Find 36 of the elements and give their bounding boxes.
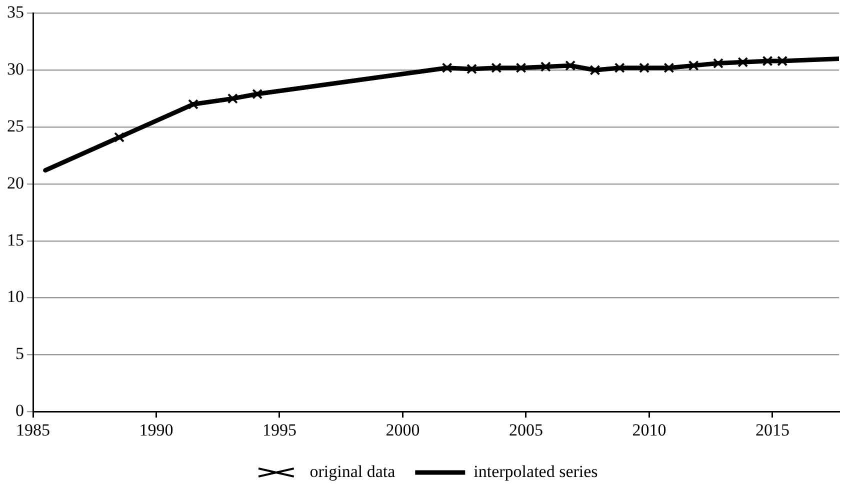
point	[639, 62, 650, 74]
legend-label: interpolated series	[474, 462, 598, 481]
x-tick-label: 2015	[755, 420, 790, 440]
point	[688, 60, 699, 71]
x-tick-label: 1985	[16, 420, 50, 440]
y-tick-label: 25	[7, 116, 24, 136]
point	[565, 60, 576, 71]
y-tick-label: 5	[16, 344, 24, 364]
point	[777, 56, 788, 66]
point	[227, 93, 238, 104]
y-tick-label: 15	[7, 230, 24, 250]
point	[614, 62, 625, 74]
x-tick-label: 1990	[139, 420, 174, 440]
y-tick-label: 10	[7, 287, 24, 306]
point	[188, 99, 198, 110]
point	[516, 62, 526, 74]
point	[590, 64, 600, 76]
point	[664, 62, 674, 74]
point	[442, 62, 452, 74]
point	[466, 64, 477, 74]
y-tick-label: 20	[7, 173, 24, 192]
legend-label: original data	[310, 462, 396, 481]
point	[252, 88, 263, 100]
y-tick-label: 35	[7, 2, 24, 22]
x-tick-label: 2000	[386, 420, 420, 440]
point	[762, 56, 773, 66]
x-tick-label: 2005	[508, 420, 543, 440]
point	[491, 62, 502, 74]
x-tick-label: 2010	[632, 420, 666, 440]
point	[114, 132, 125, 143]
point	[738, 56, 748, 68]
y-tick-label: 0	[16, 401, 24, 420]
x-tick-label: 1995	[262, 420, 296, 440]
point	[540, 61, 551, 72]
y-tick-label: 30	[7, 60, 24, 79]
point	[712, 58, 724, 69]
